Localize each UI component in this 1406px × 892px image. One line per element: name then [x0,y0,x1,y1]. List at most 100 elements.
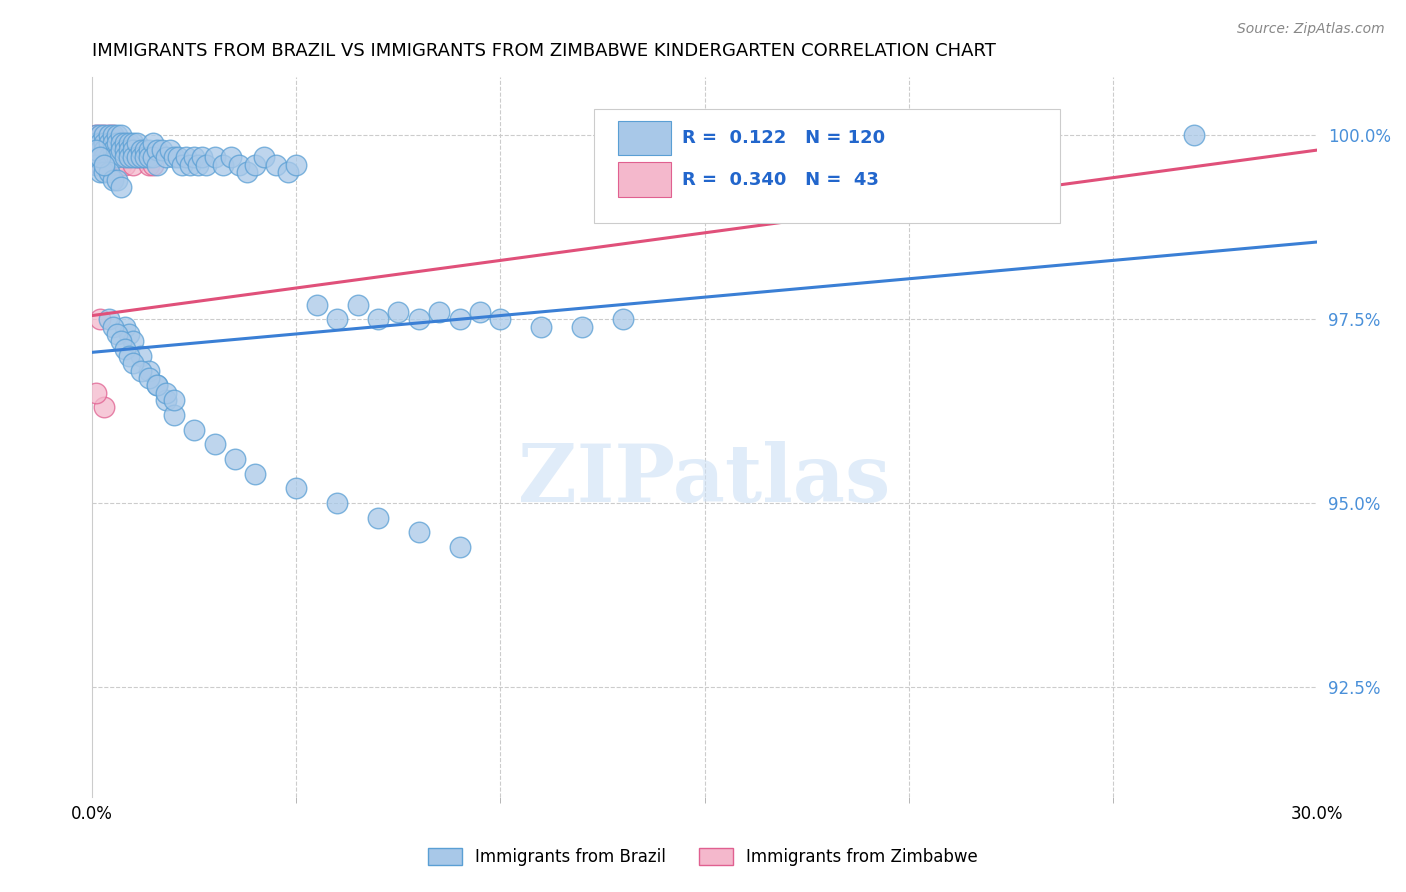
Point [114,342,136,356]
Point [449,312,471,326]
Point [89,151,111,165]
Point [105,172,128,186]
Point [346,297,368,311]
Text: IMMIGRANTS FROM BRAZIL VS IMMIGRANTS FROM ZIMBABWE KINDERGARTEN CORRELATION CHAR: IMMIGRANTS FROM BRAZIL VS IMMIGRANTS FRO… [93,42,995,60]
Point [408,312,430,326]
FancyBboxPatch shape [595,109,1060,223]
Point [97,151,120,165]
Point [468,305,491,319]
Point [163,408,186,422]
Point [138,158,160,172]
Point [264,158,287,172]
Point [138,143,160,157]
Point [571,319,593,334]
Point [93,143,115,157]
Point [159,143,181,157]
Point [97,136,120,150]
Point [89,158,111,172]
Point [93,151,115,165]
Point [105,136,128,150]
Point [89,151,111,165]
Point [93,158,115,172]
Point [84,136,107,150]
Point [105,326,128,341]
Point [93,136,115,150]
Point [114,136,136,150]
Point [219,151,242,165]
Point [129,143,152,157]
Point [97,165,120,179]
Point [89,143,111,157]
Point [129,151,152,165]
Point [129,364,152,378]
Point [170,158,193,172]
Point [93,158,115,172]
Point [89,136,111,150]
Point [110,180,132,194]
Point [84,128,107,143]
Point [150,143,173,157]
Point [110,158,132,172]
Point [93,151,115,165]
Point [89,136,111,150]
Point [114,151,136,165]
Point [93,401,115,415]
Point [110,143,132,157]
Point [285,158,308,172]
Point [228,158,250,172]
Point [122,143,145,157]
Point [125,136,148,150]
Point [118,349,141,363]
FancyBboxPatch shape [617,120,672,155]
Point [105,151,128,165]
Point [305,297,328,311]
Point [105,128,128,143]
Point [142,151,165,165]
Point [187,158,209,172]
Point [101,128,124,143]
Point [134,143,156,157]
Text: R =  0.340   N =  43: R = 0.340 N = 43 [682,170,879,188]
Point [101,136,124,150]
Point [183,151,205,165]
Point [110,151,132,165]
Point [93,128,115,143]
Point [84,136,107,150]
Point [146,143,169,157]
Point [84,143,107,157]
Point [191,151,214,165]
Point [101,136,124,150]
Point [138,371,160,385]
Point [155,385,177,400]
Point [146,158,169,172]
Point [84,158,107,172]
Point [387,305,409,319]
Point [84,143,107,157]
Point [211,158,233,172]
Point [118,326,141,341]
Point [101,151,124,165]
Point [326,496,349,510]
Point [125,151,148,165]
Point [167,151,190,165]
Point [93,165,115,179]
Point [204,151,226,165]
Point [163,151,186,165]
Point [118,143,141,157]
Point [367,312,389,326]
Point [408,525,430,540]
Point [245,467,267,481]
Point [134,151,156,165]
Point [138,151,160,165]
Point [84,128,107,143]
Text: Source: ZipAtlas.com: Source: ZipAtlas.com [1237,22,1385,37]
Point [224,451,246,466]
Point [155,393,177,408]
Point [105,136,128,150]
Point [118,136,141,150]
Point [285,481,308,495]
Point [245,158,267,172]
Point [146,378,169,392]
Point [105,143,128,157]
Point [129,151,152,165]
